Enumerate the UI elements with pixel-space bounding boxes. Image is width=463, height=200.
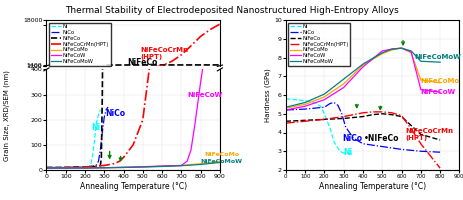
Text: NiFeCoMoW: NiFeCoMoW	[413, 54, 460, 60]
X-axis label: Annealing Temperature (°C): Annealing Temperature (°C)	[80, 182, 186, 191]
Y-axis label: Hardness (GPa): Hardness (GPa)	[264, 68, 270, 122]
Text: Grain Size, XRD/SEM (nm): Grain Size, XRD/SEM (nm)	[4, 71, 10, 161]
Text: NiCo: NiCo	[342, 134, 362, 143]
X-axis label: Annealing Temperature (°C): Annealing Temperature (°C)	[319, 182, 425, 191]
Text: Ni: Ni	[343, 148, 352, 157]
Text: NiFeCoMo: NiFeCoMo	[204, 152, 239, 157]
Text: NiFeCo: NiFeCo	[127, 58, 157, 67]
Legend: Ni, NiCo, NiFeCo, NiFeCoCrMn(HPT), NiFeCoMo, NiFeCoW, NiFeCoMoW: Ni, NiCo, NiFeCo, NiFeCoCrMn(HPT), NiFeC…	[288, 23, 350, 66]
Text: NiFeCoCrMn
(HPT): NiFeCoCrMn (HPT)	[141, 47, 188, 60]
Text: NiFeCoMoW: NiFeCoMoW	[200, 159, 242, 164]
Text: Ni: Ni	[91, 123, 100, 132]
Text: NiFeCoW: NiFeCoW	[187, 92, 222, 98]
Text: NiFeCoCrMn
(HPT): NiFeCoCrMn (HPT)	[405, 128, 452, 141]
Legend: Ni, NiCo, NiFeCo, NiFeCoCrMn(HPT), NiFeCoMo, NiFeCoW, NiFeCoMoW: Ni, NiCo, NiFeCo, NiFeCoCrMn(HPT), NiFeC…	[49, 23, 111, 66]
Text: Thermal Stability of Electrodeposited Nanostructured High-Entropy Alloys: Thermal Stability of Electrodeposited Na…	[65, 6, 398, 15]
Text: NiFeCoW: NiFeCoW	[420, 89, 455, 95]
Text: •NIFeCo: •NIFeCo	[363, 134, 399, 143]
Text: NiCo: NiCo	[105, 109, 125, 118]
Text: NiFeCoMo: NiFeCoMo	[420, 78, 459, 84]
